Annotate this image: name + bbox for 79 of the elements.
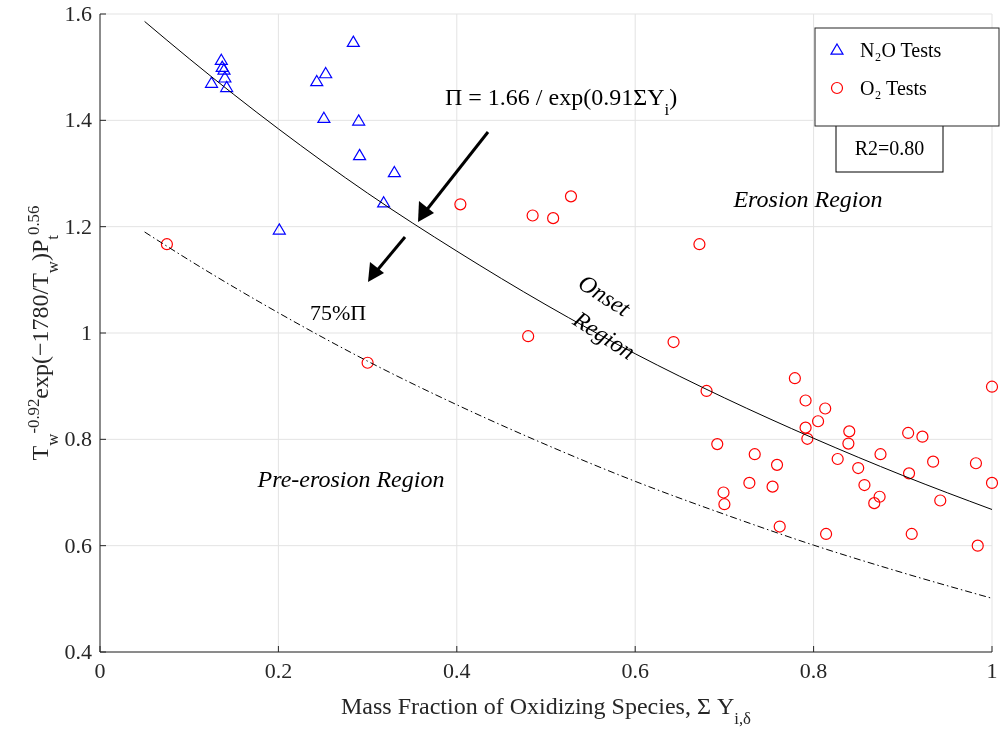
y-tick-label: 0.6	[64, 532, 92, 558]
point	[319, 66, 333, 79]
point	[377, 196, 391, 208]
y-tick-label: 1.4	[64, 107, 92, 133]
point	[204, 76, 219, 88]
point	[718, 498, 731, 511]
point	[770, 458, 784, 471]
point	[272, 223, 286, 235]
x-tick-label: 0	[94, 658, 106, 683]
y-tick-label: 0.8	[64, 426, 92, 452]
point	[346, 35, 360, 47]
point	[352, 148, 367, 161]
y-tick-label: 1	[81, 320, 92, 345]
annotation: Π = 1.66 / exp(0.91ΣY$_{i}$)	[445, 84, 678, 119]
point	[902, 426, 915, 440]
point	[743, 476, 756, 490]
point	[799, 394, 812, 407]
legend-label: N₂O Tests	[860, 39, 942, 61]
point	[868, 497, 881, 510]
point	[843, 425, 856, 438]
point	[902, 467, 916, 480]
point	[160, 238, 173, 251]
point	[352, 114, 366, 126]
point	[526, 209, 539, 222]
point	[564, 190, 578, 203]
annotation: R2=0.80	[854, 137, 925, 159]
x-tick-label: 0.8	[799, 658, 828, 683]
point	[858, 478, 871, 492]
point	[874, 448, 887, 461]
point	[842, 437, 855, 450]
y-tick-label: 0.4	[64, 639, 92, 664]
point	[220, 80, 234, 93]
point	[711, 438, 724, 451]
annotation: Erosion Region	[732, 186, 883, 212]
point	[831, 452, 844, 466]
point	[700, 384, 713, 398]
y-tick-label: 1.6	[64, 1, 92, 26]
point	[819, 402, 832, 415]
point	[748, 448, 761, 461]
point	[310, 74, 324, 87]
point	[218, 71, 232, 83]
point	[905, 527, 918, 541]
point	[916, 430, 929, 443]
point	[773, 520, 786, 533]
point	[522, 330, 535, 343]
annotation: 75%Π	[310, 300, 367, 325]
point	[985, 380, 999, 393]
point	[852, 461, 865, 475]
point	[985, 476, 999, 490]
point	[454, 198, 467, 211]
point	[667, 335, 680, 349]
line-series	[144, 20, 993, 511]
point	[971, 539, 984, 552]
x-tick-label: 0.4	[443, 658, 471, 683]
point	[547, 212, 560, 225]
point	[927, 455, 940, 468]
x-tick-label: 0.2	[264, 658, 293, 683]
point	[788, 372, 801, 385]
x-tick-label: 0.6	[621, 658, 649, 683]
point	[766, 480, 779, 493]
point	[387, 165, 401, 178]
point	[317, 111, 331, 124]
legend-label: O₂ Tests	[860, 77, 928, 99]
y-tick-label: 1.2	[64, 213, 92, 239]
point	[693, 238, 706, 251]
point	[811, 415, 825, 428]
point	[934, 494, 947, 507]
point	[873, 490, 886, 503]
line-series	[144, 231, 993, 599]
point	[969, 457, 983, 470]
point	[717, 486, 730, 499]
x-tick-label: 1	[986, 658, 998, 683]
point	[214, 53, 228, 66]
annotation: Pre-erosion Region	[256, 466, 445, 492]
point	[361, 356, 374, 369]
point	[819, 527, 833, 541]
point	[799, 421, 812, 434]
x-axis-title: Mass Fraction of Oxidizing Species, Σ Y$_{i,δ}$	[340, 693, 752, 728]
point	[801, 432, 814, 445]
